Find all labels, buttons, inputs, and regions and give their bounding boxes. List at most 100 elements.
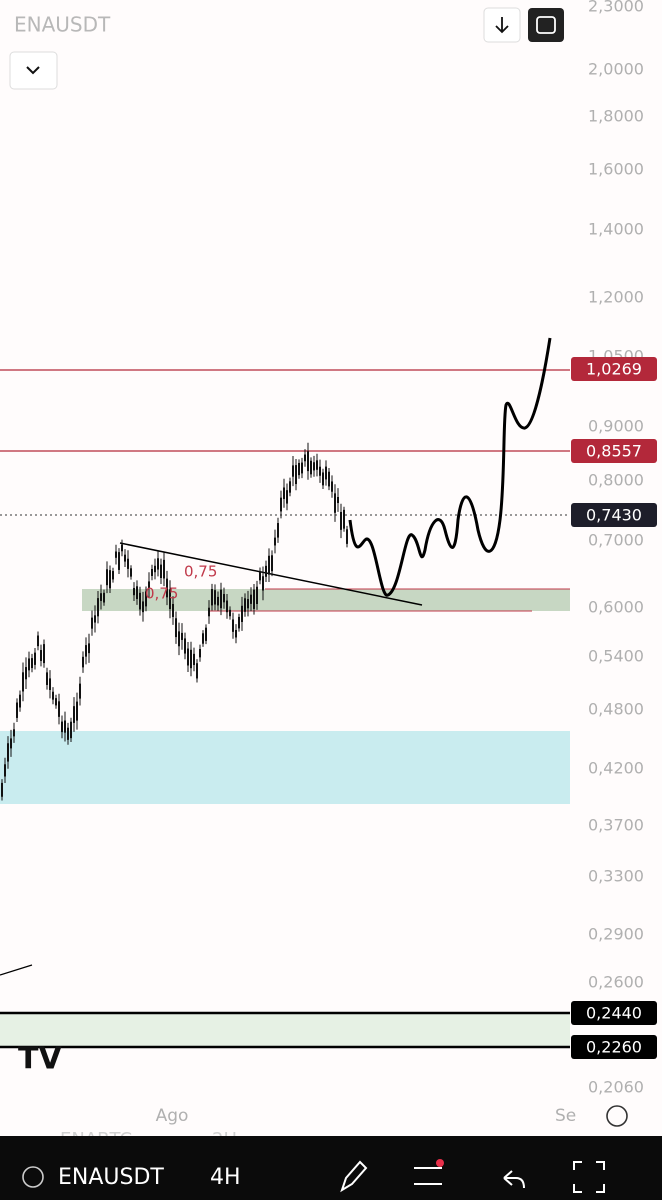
candle-body: [181, 632, 183, 640]
bottom-symbol[interactable]: ENAUSDT: [58, 1165, 164, 1190]
undo-icon[interactable]: [503, 1170, 525, 1189]
candle-body: [277, 523, 279, 538]
candle-body: [148, 581, 150, 589]
candle-body: [40, 650, 42, 661]
price-label: 0,2900: [588, 925, 644, 944]
candle-body: [265, 565, 267, 577]
candle-body: [256, 586, 258, 604]
price-label: 0,3700: [588, 816, 644, 835]
candle-body: [43, 644, 45, 664]
candle-body: [193, 653, 195, 666]
candle-body: [121, 544, 123, 552]
candle-body: [322, 472, 324, 486]
candle-body: [130, 568, 132, 577]
candle-body: [52, 691, 54, 700]
candle-body: [340, 511, 342, 530]
price-tag: [571, 357, 657, 381]
candle-body: [109, 570, 111, 589]
time-label: Se: [555, 1106, 576, 1126]
drawn-projection: [348, 337, 552, 597]
price-tag-label: 0,2260: [586, 1038, 642, 1057]
candle-body: [346, 529, 348, 544]
candle-body: [175, 618, 177, 638]
candle-body: [4, 764, 6, 777]
candle-body: [244, 598, 246, 612]
candle-body: [313, 462, 315, 471]
candle-body: [232, 619, 234, 632]
candle-body: [46, 672, 48, 685]
candle-body: [37, 635, 39, 647]
candle-body: [172, 603, 174, 617]
time-label: Ago: [156, 1106, 189, 1126]
candle-body: [280, 497, 282, 512]
candle-body: [154, 565, 156, 573]
indicator-icon[interactable]: [414, 1167, 442, 1185]
candle-body: [115, 551, 117, 558]
candle-body: [205, 627, 207, 641]
candle-body: [142, 601, 144, 613]
candle-body: [283, 487, 285, 499]
candle-body: [325, 466, 327, 480]
green-zone: [82, 589, 570, 611]
price-tag: [571, 1035, 657, 1059]
price-label: 0,8000: [588, 471, 644, 490]
candle-body: [151, 569, 153, 576]
candle-body: [310, 460, 312, 475]
candle-body: [157, 558, 159, 570]
candle-body: [91, 617, 93, 629]
price-label: 0,3300: [588, 867, 644, 886]
candle-body: [292, 465, 294, 477]
candle-body: [76, 701, 78, 721]
candle-body: [319, 466, 321, 476]
candle-body: [214, 590, 216, 605]
candle-body: [139, 592, 141, 610]
candle-body: [163, 559, 165, 579]
cyan-zone: [0, 731, 570, 804]
expand-icon[interactable]: [573, 1161, 605, 1193]
price-tag-label: 0,7430: [586, 506, 642, 525]
price-label: 1,8000: [588, 107, 644, 126]
candle-body: [19, 694, 21, 708]
candle-body: [196, 663, 198, 679]
price-label: 0,6000: [588, 598, 644, 617]
candle-body: [298, 462, 300, 476]
chevron-icon: [26, 66, 40, 75]
candle-body: [10, 738, 12, 749]
price-label: 0,2600: [588, 973, 644, 992]
candle-body: [229, 609, 231, 617]
fullscreen-button[interactable]: [528, 8, 564, 42]
candle-body: [67, 727, 69, 740]
candle-body: [301, 462, 303, 474]
candle-body: [88, 643, 90, 654]
price-tag: [571, 503, 657, 527]
candle-body: [220, 589, 222, 609]
candle-body: [94, 615, 96, 623]
candle-body: [331, 481, 333, 492]
fib-label: 0,75: [184, 563, 217, 581]
candle-body: [238, 616, 240, 629]
candle-body: [169, 589, 171, 610]
candle-body: [217, 596, 219, 606]
candle-body: [259, 571, 261, 581]
candle-body: [1, 782, 3, 797]
price-label: 2,3000: [588, 0, 644, 16]
candle-body: [61, 721, 63, 733]
price-tag-label: 0,2440: [586, 1004, 642, 1023]
candle-body: [79, 683, 81, 699]
draw-icon[interactable]: [340, 1160, 368, 1193]
candle-body: [241, 605, 243, 622]
bottom-interval[interactable]: 4H: [210, 1165, 241, 1190]
collapse-button[interactable]: [9, 51, 58, 90]
candle-body: [124, 554, 126, 562]
settings-icon[interactable]: [606, 1105, 628, 1127]
candle-body: [307, 451, 309, 472]
candle-body: [136, 586, 138, 599]
price-label: 1,6000: [588, 160, 644, 179]
price-label: 0,2060: [588, 1078, 644, 1097]
candle-body: [49, 678, 51, 691]
fib-label: 0,75: [145, 585, 178, 603]
candle-body: [100, 593, 102, 601]
symbol-title: ENAUSDT: [14, 13, 111, 37]
candle-body: [271, 555, 273, 572]
